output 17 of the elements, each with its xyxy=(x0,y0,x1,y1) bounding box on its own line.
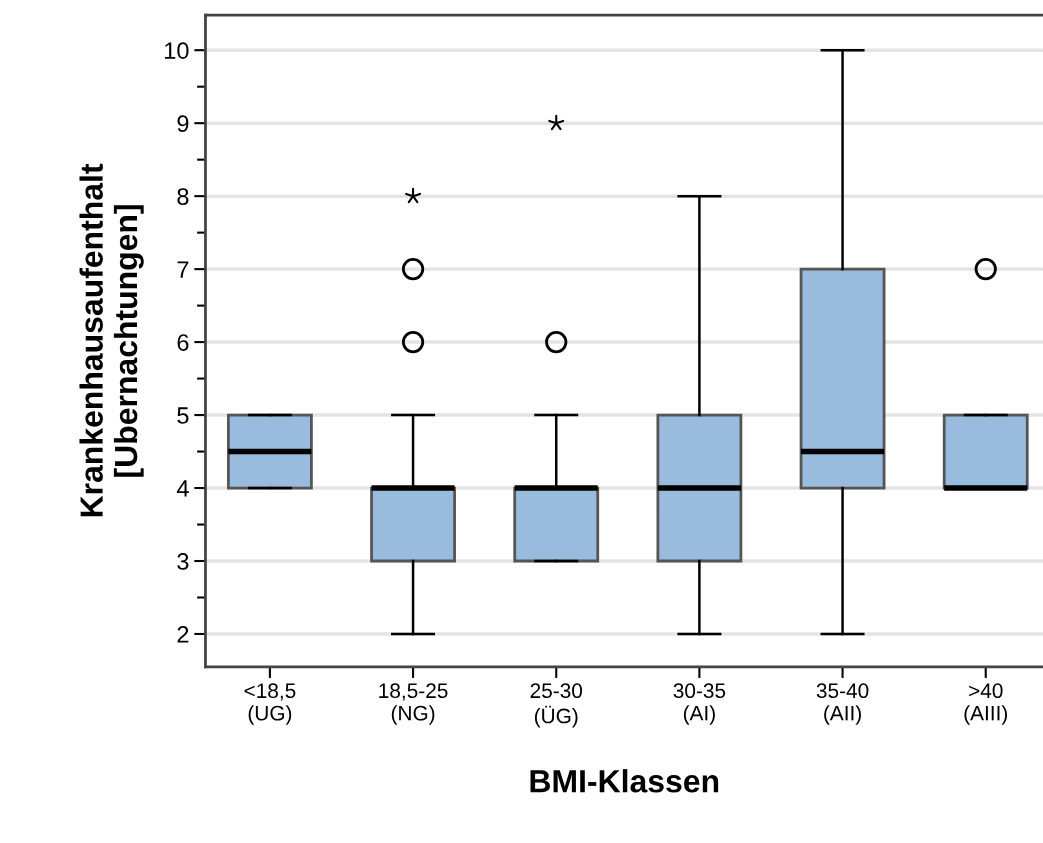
y-axis-title: Krankenhausaufenthalt [Ubernachtungen] xyxy=(79,163,144,517)
x-axis-title: BMI-Klassen xyxy=(530,769,719,793)
y-tick-label: 6 xyxy=(177,334,189,351)
x-tick-label: 30-35 (AI) xyxy=(673,683,726,725)
y-tick-label: 9 xyxy=(177,115,189,132)
y-tick-label: 10 xyxy=(165,42,189,59)
x-tick-label: <18,5 (UG) xyxy=(244,683,296,725)
x-tick-label: 35-40 (AII) xyxy=(816,683,869,725)
y-tick-label: 2 xyxy=(177,626,189,643)
y-tick-label: 4 xyxy=(176,480,189,497)
y-tick-label: 5 xyxy=(177,407,189,424)
x-tick-label: 25-30 (ÜG) xyxy=(530,683,583,728)
x-tick-label: >40 (AIII) xyxy=(964,683,1008,725)
y-tick-label: 3 xyxy=(177,553,189,570)
x-tick-label: 18,5-25 (NG) xyxy=(379,683,448,725)
y-tick-label: 7 xyxy=(177,261,189,278)
y-tick-label: 8 xyxy=(177,188,189,205)
